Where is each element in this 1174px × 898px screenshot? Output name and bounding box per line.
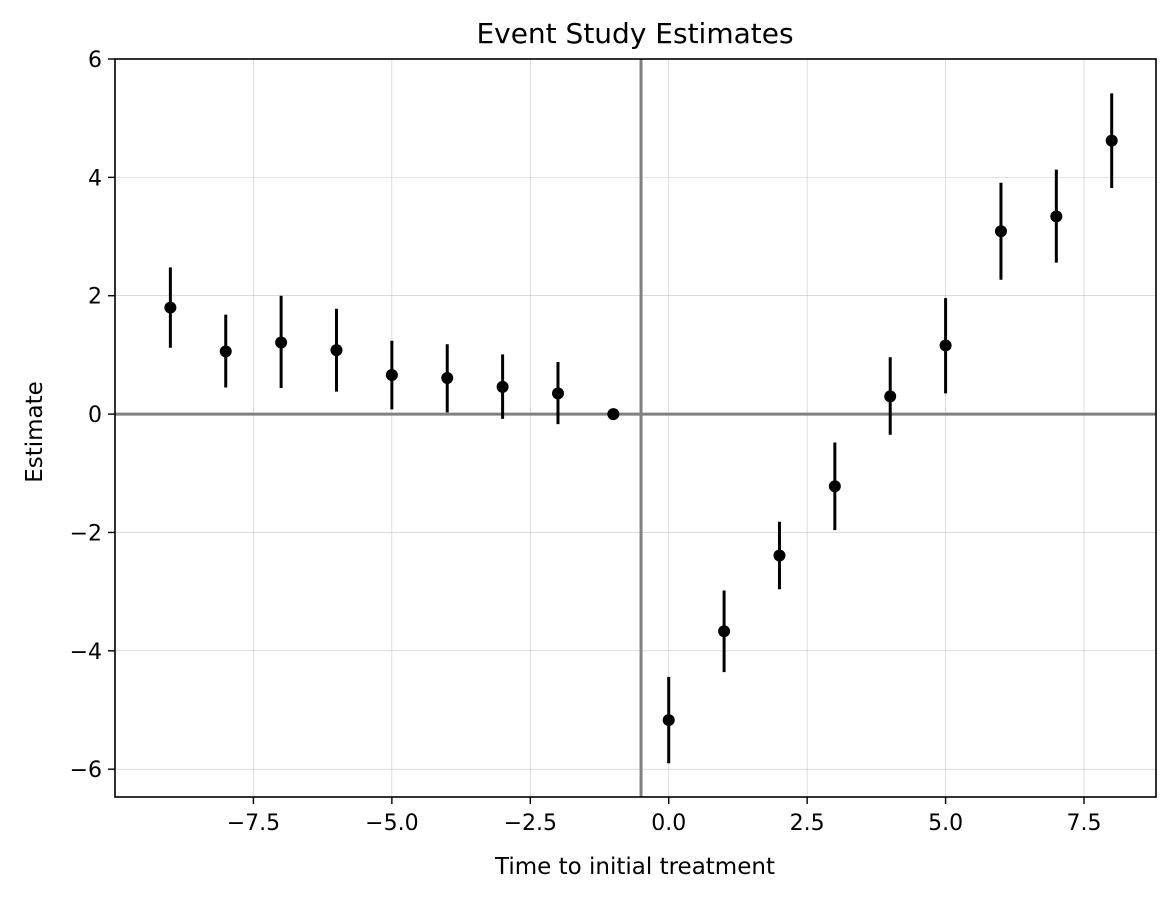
y-axis-label: Estimate — [22, 381, 48, 483]
point-estimate — [718, 625, 731, 638]
plot-frame — [114, 58, 1157, 798]
point-estimate — [939, 339, 952, 352]
x-tick-label: 0.0 — [651, 811, 686, 836]
y-tick-label: −4 — [70, 640, 102, 665]
point-estimate — [330, 344, 343, 357]
y-tick-label: 2 — [88, 285, 102, 310]
point-estimate — [1050, 210, 1063, 223]
x-tick-label: −2.5 — [504, 811, 557, 836]
point-estimate — [773, 549, 786, 562]
point-estimate — [884, 390, 897, 403]
point-estimate — [828, 480, 841, 493]
point-estimate — [441, 371, 454, 384]
x-tick-label: 2.5 — [790, 811, 825, 836]
point-estimate — [994, 225, 1007, 238]
x-axis-label: Time to initial treatment — [494, 854, 775, 880]
point-estimate — [385, 369, 398, 382]
point-estimate — [1105, 134, 1118, 147]
y-tick-label: −2 — [70, 521, 102, 546]
x-tick-label: 7.5 — [1067, 811, 1102, 836]
point-estimate — [662, 714, 675, 727]
x-tick-label: 5.0 — [928, 811, 963, 836]
y-tick-label: −6 — [70, 758, 102, 783]
point-estimate — [551, 387, 564, 400]
y-tick-label: 0 — [88, 403, 102, 428]
point-estimate — [219, 345, 232, 358]
point-estimate — [275, 336, 288, 349]
y-tick-label: 4 — [88, 166, 102, 191]
point-estimate — [164, 301, 177, 314]
data-points — [164, 93, 1118, 764]
point-estimate — [496, 380, 509, 393]
x-tick-label: −5.0 — [365, 811, 418, 836]
grid — [115, 58, 1156, 797]
y-tick-label: 6 — [88, 48, 102, 73]
point-estimate — [607, 408, 620, 421]
chart-title: Event Study Estimates — [476, 17, 793, 50]
reference-lines — [115, 59, 1156, 797]
x-tick-label: −7.5 — [227, 811, 280, 836]
axis-ticks: −7.5 −5.0 −2.5 0.0 2.5 5.0 7.5 −6 −4 −2 0 2 4 6 — [70, 48, 1102, 836]
